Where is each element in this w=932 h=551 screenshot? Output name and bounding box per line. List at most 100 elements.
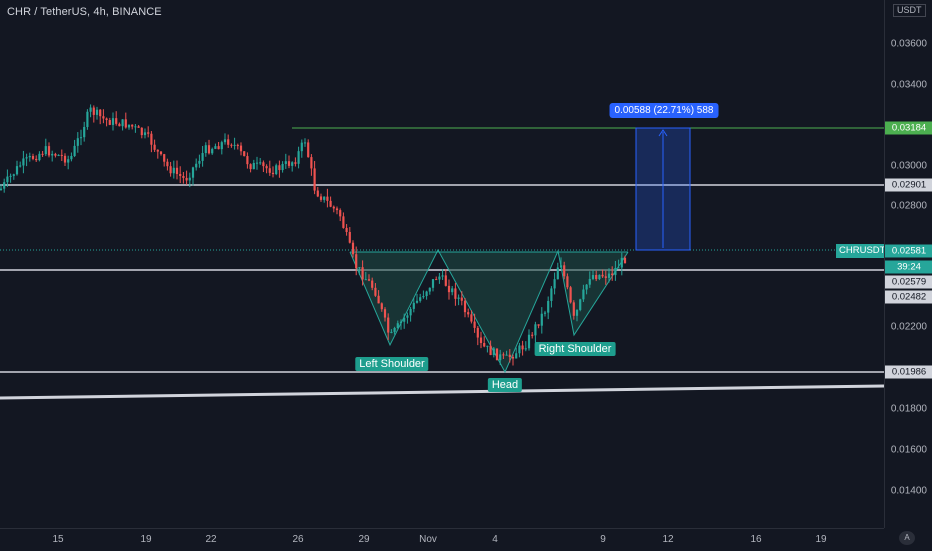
candle-body: [223, 139, 227, 143]
candle-body: [102, 116, 105, 119]
candle-body: [390, 331, 393, 333]
candle-body: [278, 165, 281, 171]
candle-body: [467, 312, 470, 315]
candle-body: [508, 354, 511, 358]
candle-body: [415, 300, 419, 303]
candle-body: [83, 126, 86, 138]
candle-body: [374, 287, 377, 296]
price-tick: 0.02800: [890, 200, 927, 212]
auto-scale-button[interactable]: A: [899, 531, 915, 545]
candle-body: [35, 158, 38, 161]
candle-body: [598, 274, 601, 280]
candle-body: [214, 146, 217, 149]
candle-body: [575, 309, 579, 316]
candle-body: [543, 312, 547, 314]
candle-body: [419, 297, 422, 301]
candle-body: [595, 275, 598, 280]
candle-body: [134, 126, 137, 128]
candle-body: [531, 334, 534, 336]
candle-body: [364, 279, 367, 281]
time-label: 19: [140, 534, 152, 545]
candle-body: [105, 118, 108, 121]
candle-body: [534, 324, 537, 336]
time-label: 29: [358, 534, 370, 545]
price-tick: 0.03600: [890, 38, 927, 50]
measure-label[interactable]: 0.00588 (22.71%) 588: [609, 103, 719, 118]
candle-body: [211, 148, 214, 154]
candle-body: [115, 118, 118, 124]
candle-body: [236, 144, 239, 146]
candle-body: [479, 337, 483, 344]
candle-body: [396, 323, 399, 328]
candle-body: [319, 196, 323, 200]
candle-body: [172, 167, 175, 174]
candle-body: [297, 151, 300, 164]
candle-body: [460, 297, 463, 301]
candle-body: [307, 142, 310, 158]
candle-body: [175, 167, 179, 174]
candle-body: [579, 299, 582, 310]
trend-line[interactable]: [0, 384, 884, 400]
candle-body: [131, 124, 134, 127]
price-tick: 0.01800: [890, 403, 927, 415]
candle-body: [108, 120, 111, 125]
candle-body: [358, 267, 361, 269]
symbol-title[interactable]: CHR / TetherUS, 4h, BINANCE: [7, 6, 162, 18]
candle-body: [377, 295, 380, 304]
candle-body: [166, 161, 169, 167]
candle-body: [12, 174, 15, 176]
head-and-shoulders-pattern[interactable]: [349, 248, 629, 374]
candle-body: [44, 146, 47, 155]
candle-body: [63, 155, 67, 163]
candle-body: [339, 210, 342, 217]
price-tick: 0.01600: [890, 444, 927, 456]
candle-body: [124, 119, 127, 128]
candle-body: [444, 275, 447, 286]
time-label: 15: [52, 534, 64, 545]
candle-body: [476, 327, 479, 338]
candle-body: [54, 153, 57, 156]
candle-body: [265, 166, 268, 169]
candle-body: [428, 287, 431, 292]
candle-body: [425, 291, 428, 297]
candle-body: [275, 165, 278, 175]
candle-body: [623, 257, 627, 264]
candle-body: [518, 345, 521, 354]
candle-body: [563, 265, 566, 277]
left-shoulder-label[interactable]: Left Shoulder: [355, 357, 429, 371]
candle-body: [291, 162, 294, 166]
candle-body: [435, 279, 438, 281]
currency-label[interactable]: USDT: [893, 4, 926, 17]
current-price-tag: 0.02581: [885, 244, 932, 258]
candle-body: [547, 300, 550, 313]
candle-body: [451, 288, 454, 293]
candle-body: [611, 273, 614, 276]
candle-body: [399, 321, 403, 324]
head-label[interactable]: Head: [487, 378, 523, 392]
support-price-tag: 0.01986: [885, 365, 932, 379]
candle-body: [406, 315, 409, 318]
candle-body: [582, 289, 585, 300]
level-price-tag: 0.02579: [885, 275, 932, 289]
price-chart[interactable]: [0, 0, 884, 528]
candle-body: [60, 154, 63, 156]
right-shoulder-label[interactable]: Right Shoulder: [534, 342, 616, 356]
price-scale[interactable]: USDT 0.03600 0.03400 0.03000 0.02800 0.0…: [884, 0, 932, 528]
candle-body: [198, 160, 201, 164]
candle-body: [601, 274, 604, 277]
candle-body: [383, 309, 387, 318]
candle-body: [620, 257, 623, 268]
candle-body: [431, 279, 435, 288]
candle-body: [15, 166, 19, 175]
candle-body: [6, 176, 9, 183]
candle-body: [457, 297, 460, 299]
candle-body: [355, 254, 358, 269]
candle-body: [255, 162, 259, 164]
time-label: 19: [815, 534, 827, 545]
time-scale[interactable]: 15 19 22 26 29 Nov 4 9 12 16 19: [0, 528, 884, 551]
candle-body: [233, 144, 236, 146]
candle-body: [300, 142, 303, 152]
price-range-measure[interactable]: [635, 127, 691, 251]
candle-body: [559, 265, 563, 268]
candle-body: [188, 177, 191, 181]
